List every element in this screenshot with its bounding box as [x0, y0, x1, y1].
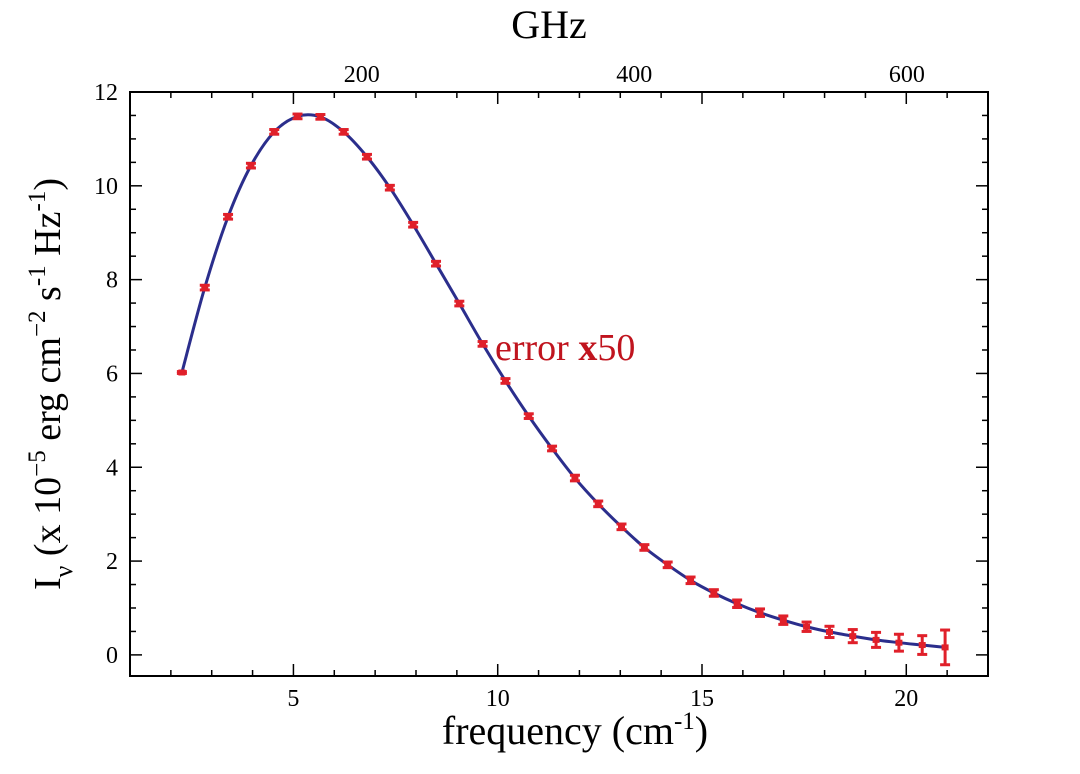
data-point [895, 639, 903, 646]
curve-group [180, 113, 946, 649]
data-point [640, 544, 648, 551]
data-point [294, 113, 302, 120]
ticks-group: 5 10 15 20 200 400 600 0 2 4 6 8 10 12 [94, 62, 988, 712]
data-point [618, 523, 626, 530]
y-axis-label-exponent-d: -1 [24, 191, 51, 212]
data-point [270, 128, 278, 135]
y-axis-label: Iν (x 10−5 erg cm−2 s-1 Hz-1) [24, 178, 78, 590]
series-line [180, 113, 946, 649]
y-axis-label-symbol: I [27, 577, 69, 590]
data-point [803, 623, 811, 630]
data-point [710, 589, 718, 596]
y-axis-label-units-c: s [27, 286, 69, 310]
data-point [224, 213, 232, 220]
data-point [872, 636, 880, 643]
x-axis-label-close: ) [695, 708, 708, 753]
data-point [664, 561, 672, 568]
x-axis-label: frequency (cm-1) [442, 708, 708, 753]
data-point [849, 633, 857, 640]
data-point [386, 184, 394, 191]
annotation-text: error [495, 327, 578, 369]
x-tick-label: 15 [690, 686, 714, 712]
y-axis-label-exponent-b: −2 [24, 310, 51, 337]
data-point [687, 577, 695, 584]
data-point [340, 128, 348, 135]
data-point [455, 300, 463, 307]
data-point [571, 475, 579, 482]
plot-frame-group [129, 91, 989, 677]
y-tick-label: 0 [106, 643, 118, 669]
y-tick-label: 6 [106, 361, 118, 387]
top-tick-label: 200 [344, 62, 380, 88]
y-tick-label: 2 [106, 549, 118, 575]
top-tick-label: 600 [889, 62, 925, 88]
data-point [247, 162, 255, 169]
data-point [432, 260, 440, 267]
x-axis-label-main: frequency (cm [442, 708, 674, 753]
y-axis-label-exponent-c: -1 [24, 265, 51, 286]
y-tick-label: 8 [106, 268, 118, 294]
data-point [479, 340, 487, 347]
data-point [525, 413, 533, 420]
data-point [594, 500, 602, 507]
y-tick-label: 12 [94, 80, 118, 106]
y-tick-label: 10 [94, 174, 118, 200]
data-point [548, 445, 556, 452]
data-point [178, 369, 186, 376]
x-axis-label-superscript: -1 [674, 708, 695, 735]
data-points-group [176, 112, 951, 667]
data-point [825, 628, 833, 635]
y-axis-label-close: ) [27, 178, 69, 191]
annotation-x: x [578, 327, 597, 369]
top-axis-label: GHz [511, 2, 587, 47]
y-axis-label-subscript: ν [49, 565, 78, 577]
data-point [201, 284, 209, 291]
error-scale-annotation: error x50 [495, 327, 635, 369]
y-axis-label-units-d: Hz [27, 211, 69, 265]
y-axis-label-units-a: (x 10 [27, 477, 69, 566]
annotation-number: 50 [597, 327, 635, 369]
plot-frame [129, 91, 989, 677]
data-point [756, 609, 764, 616]
y-axis-label-exponent-a: −5 [24, 450, 51, 477]
x-tick-label: 10 [486, 686, 510, 712]
data-point [941, 644, 949, 651]
data-point [733, 600, 741, 607]
data-point [316, 113, 324, 120]
data-point [779, 617, 787, 624]
top-tick-label: 400 [616, 62, 652, 88]
y-tick-label: 4 [106, 455, 118, 481]
y-axis-label-units-b: erg cm [27, 337, 69, 450]
data-point [363, 153, 371, 160]
x-tick-label: 5 [287, 686, 299, 712]
x-tick-label: 20 [894, 686, 918, 712]
data-point [409, 221, 417, 228]
data-point [918, 642, 926, 649]
data-point [501, 377, 509, 384]
